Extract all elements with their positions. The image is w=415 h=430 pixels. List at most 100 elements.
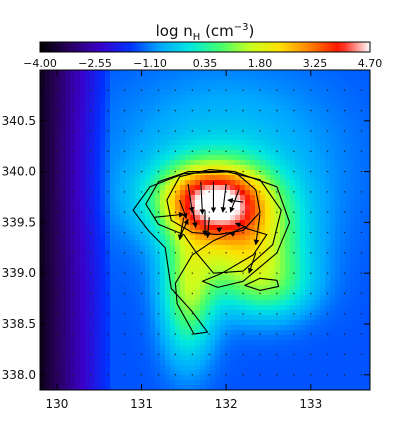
grid-dot [56,292,58,295]
density-cell [200,205,206,211]
density-cell [335,285,341,291]
density-cell [185,205,191,211]
density-cell [285,140,291,146]
density-cell [340,350,346,356]
density-cell [85,315,91,321]
density-cell [260,360,266,366]
density-cell [195,350,201,356]
density-cell [90,85,96,91]
density-cell [100,130,106,136]
density-cell [110,165,116,171]
density-cell [195,360,201,366]
grid-dot [157,150,160,152]
density-cell [195,265,201,271]
density-cell [330,355,336,361]
density-cell [110,195,116,201]
density-cell [365,320,370,326]
density-cell [270,265,276,271]
density-cell [100,220,106,226]
density-cell [360,190,366,196]
density-cell [115,210,121,216]
density-cell [55,260,61,266]
density-cell [315,270,321,276]
density-cell [280,95,286,101]
density-cell [125,220,131,226]
density-cell [100,195,106,201]
density-cell [240,115,246,121]
grid-dot [259,109,261,112]
density-cell [290,175,296,181]
density-cell [290,210,296,216]
density-cell [340,145,346,151]
density-cell [325,290,331,296]
density-cell [270,180,276,186]
density-cell [365,165,370,171]
density-cell [250,330,256,336]
density-cell [175,95,181,101]
density-cell [95,160,101,166]
density-cell [270,130,276,136]
density-cell [260,160,266,166]
density-cell [85,370,91,376]
density-cell [295,70,301,76]
density-cell [200,140,206,146]
density-cell [165,300,171,306]
density-cell [85,85,91,91]
density-cell [180,155,186,161]
density-cell [175,85,181,91]
density-cell [190,140,196,146]
density-cell [155,250,161,256]
grid-dot [242,272,244,274]
density-cell [65,105,71,111]
density-cell [170,285,176,291]
density-cell [175,375,181,381]
density-cell [355,185,361,191]
density-cell [80,105,86,111]
density-cell [45,280,51,286]
density-cell [160,125,166,131]
density-cell [65,90,71,96]
density-cell [310,230,316,236]
density-cell [235,140,241,146]
contour-line [166,169,261,236]
density-cell [55,170,61,176]
density-cell [40,335,46,341]
density-cell [175,330,181,336]
density-cell [40,115,46,121]
density-cell [260,365,266,371]
grid-dot [343,170,346,173]
density-cell [45,265,51,271]
density-cell [80,160,86,166]
grid-dot [310,292,312,295]
density-cell [85,150,91,156]
density-cell [360,260,366,266]
density-cell [235,225,241,231]
density-cell [350,225,356,231]
density-cell [120,285,126,291]
density-cell [70,300,76,306]
density-cell [175,130,181,136]
density-cell [265,205,271,211]
density-cell [80,265,86,271]
density-cell [95,370,101,376]
colorbar-tick-label: −2.55 [78,57,112,70]
density-cell [220,385,226,390]
density-cell [315,135,321,141]
density-cell [45,95,51,101]
density-cell [300,150,306,156]
density-cell [250,135,256,141]
grid-dot [293,374,295,376]
density-cell [215,135,221,141]
density-cell [115,235,121,241]
density-cell [85,155,91,161]
density-cell [160,175,166,181]
density-cell [350,155,356,161]
density-cell [150,295,156,301]
density-cell [60,130,66,136]
density-cell [230,135,236,141]
density-cell [45,185,51,191]
density-cell [270,125,276,131]
density-cell [200,220,206,226]
density-cell [160,280,166,286]
